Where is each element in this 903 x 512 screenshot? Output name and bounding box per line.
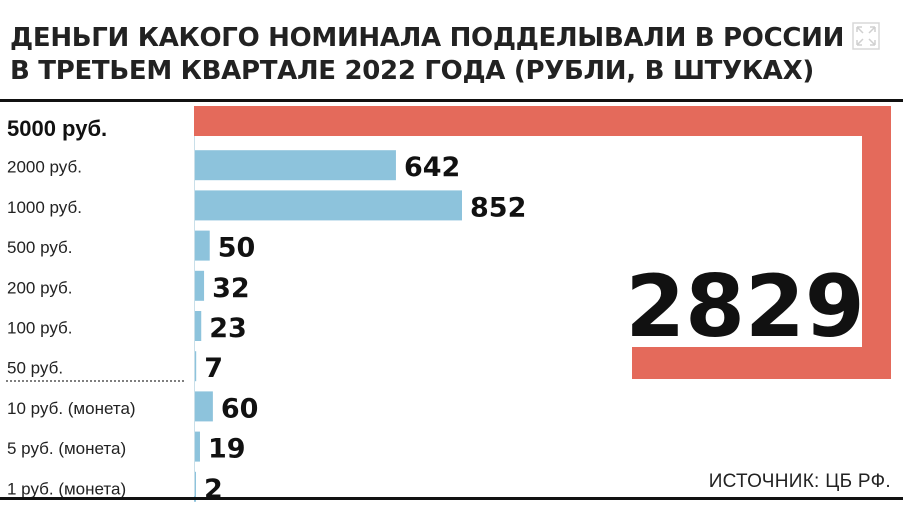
bar [194,311,202,341]
category-label: 500 руб. [7,238,73,257]
category-label: 100 руб. [7,318,73,337]
value-label: 19 [208,434,246,465]
chart-title: ДЕНЬГИ КАКОГО НОМИНАЛА ПОДДЕЛЫВАЛИ В РОС… [10,23,845,86]
category-label: 50 руб. [7,359,63,378]
category-label: 10 руб. (монета) [7,399,136,418]
bar [194,351,197,382]
value-label: 852 [470,192,526,223]
bar-highlight [194,106,891,379]
bar [194,391,213,422]
category-label: 5000 руб. [7,116,107,141]
value-label: 50 [218,233,256,264]
category-label: 1 руб. (монета) [7,479,126,498]
source-note: ИСТОЧНИК: ЦБ РФ. [708,471,891,492]
bar [194,150,396,181]
bar [194,270,205,301]
value-label: 7 [204,353,223,384]
top-rule [0,99,903,102]
expand-icon [852,22,880,50]
category-label: 200 руб. [7,278,73,297]
category-label: 2000 руб. [7,158,82,177]
value-label: 23 [209,313,247,344]
value-label: 2 [204,474,223,505]
value-label: 60 [221,393,259,424]
bar [194,230,210,261]
category-label: 5 руб. (монета) [7,439,126,458]
bar [194,431,200,462]
value-label-highlight: 2829 [625,257,864,357]
value-label: 642 [404,152,460,183]
bar [194,190,462,221]
bottom-rule [0,497,903,500]
value-label: 32 [212,273,250,304]
category-label: 1000 руб. [7,198,82,217]
